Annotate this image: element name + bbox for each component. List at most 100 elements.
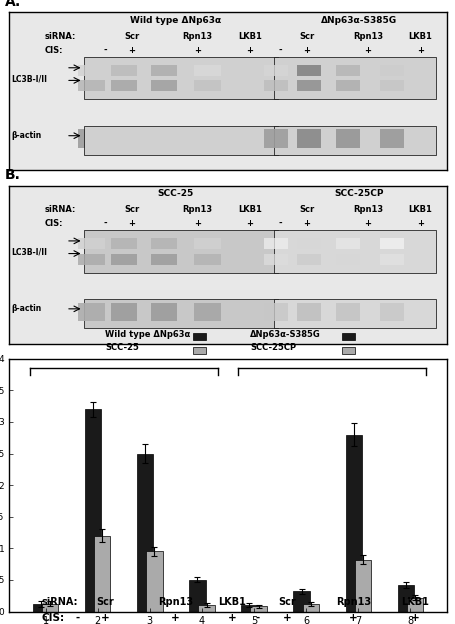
Bar [78,253,104,265]
Text: +: + [193,219,200,228]
Text: +: + [128,219,135,228]
Text: +: + [410,613,419,623]
Text: +: + [303,46,309,55]
Text: siRNA:: siRNA: [41,597,77,607]
Text: LKB1: LKB1 [238,205,261,214]
Text: +: + [100,613,109,623]
Text: SCC-25: SCC-25 [157,189,193,198]
Bar [194,238,220,249]
Text: LC3B-I/II: LC3B-I/II [11,248,47,256]
Bar [273,230,435,273]
Text: siRNA:: siRNA: [44,205,76,214]
Bar [379,303,403,321]
Bar [263,253,288,265]
Bar [85,409,101,612]
Bar [335,65,359,76]
Bar [296,129,320,149]
Text: Scr: Scr [278,597,295,607]
Bar [111,253,137,265]
Bar [111,238,137,249]
Text: SCC-25CP: SCC-25CP [334,189,383,198]
Bar [296,253,320,265]
Bar [241,605,257,612]
Text: ΔNp63α-S385G: ΔNp63α-S385G [321,16,396,24]
Bar [150,253,177,265]
Bar [192,348,206,354]
Text: CIS:: CIS: [44,219,62,228]
Text: LKB1: LKB1 [408,32,432,41]
Text: +: + [303,219,309,228]
Bar [150,65,177,76]
Text: Rpn13: Rpn13 [157,597,193,607]
Bar [263,65,288,76]
Bar [263,80,288,92]
Bar [273,300,435,328]
Bar [250,607,266,612]
Bar [194,303,220,321]
Text: Rpn13: Rpn13 [335,597,370,607]
Text: +: + [364,46,371,55]
Bar [379,238,403,249]
Bar [296,303,320,321]
Text: +: + [246,219,253,228]
Bar [263,238,288,249]
Text: LKB1: LKB1 [400,597,428,607]
Text: -: - [278,46,282,55]
Text: +: + [416,219,423,228]
Bar [192,333,206,340]
Bar [150,80,177,92]
Bar [111,129,137,149]
Bar [194,253,220,265]
Bar [345,434,361,612]
Text: LKB1: LKB1 [408,205,432,214]
Text: +: + [228,613,237,623]
Bar [273,57,435,99]
Bar [83,126,278,155]
Text: +: + [193,46,200,55]
Bar [194,80,220,92]
Text: -: - [255,613,259,623]
Bar [379,253,403,265]
Text: B.: B. [5,168,20,182]
Text: β-actin: β-actin [11,131,41,140]
Text: SCC-25CP: SCC-25CP [249,343,295,353]
Bar [198,605,214,612]
Bar [146,552,162,612]
Text: -: - [278,219,282,228]
Bar [263,129,288,149]
Text: +: + [364,219,371,228]
Text: SCC-25: SCC-25 [105,343,139,353]
Bar [42,604,58,612]
Bar [83,57,278,99]
Bar [379,80,403,92]
Text: LKB1: LKB1 [238,32,261,41]
Bar [194,65,220,76]
Bar [78,80,104,92]
Bar [78,129,104,149]
Text: A.: A. [5,0,21,9]
Bar [379,129,403,149]
Text: CIS:: CIS: [44,46,62,55]
Bar [83,300,278,328]
Bar [111,65,137,76]
Text: LKB1: LKB1 [218,597,246,607]
Text: Scr: Scr [96,597,113,607]
Text: -: - [75,613,80,623]
Bar [335,303,359,321]
Text: Rpn13: Rpn13 [182,32,212,41]
Bar [397,585,413,612]
Bar [293,592,309,612]
Text: Scr: Scr [124,32,139,41]
Bar [341,333,354,340]
Text: +: + [128,46,135,55]
Bar [78,303,104,321]
Text: ΔNp63α-S385G: ΔNp63α-S385G [249,329,320,339]
Text: CIS:: CIS: [41,613,64,623]
Text: -: - [103,219,107,228]
Text: Wild type ΔNp63α: Wild type ΔNp63α [130,16,221,24]
Text: +: + [416,46,423,55]
Bar [302,604,318,612]
Bar [83,230,278,273]
Bar [94,535,110,612]
Text: +: + [348,613,357,623]
